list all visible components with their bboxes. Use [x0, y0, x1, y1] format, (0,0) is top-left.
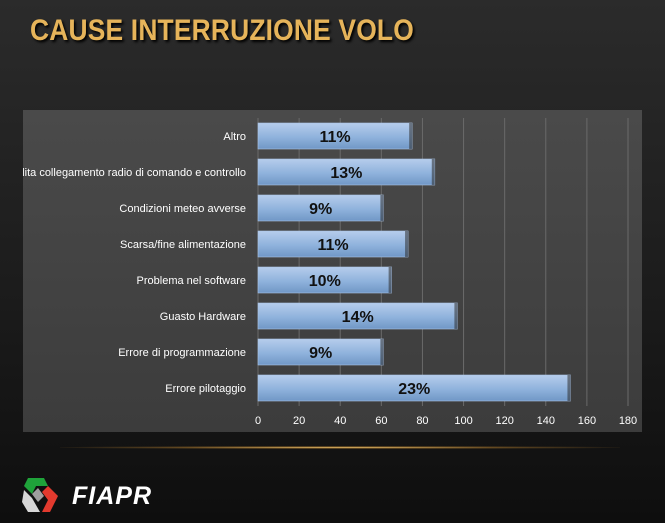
bar	[257, 302, 458, 330]
bar-edge	[388, 267, 392, 293]
bar-edge	[567, 375, 571, 401]
chart-panel: Altro 11% Perdita collegamento radio di co…	[23, 110, 642, 432]
decorative-glow-line	[60, 446, 620, 449]
category-label: Altro	[223, 131, 246, 143]
slide-title: CAUSE INTERRUZIONE VOLO	[30, 14, 414, 47]
bar-edge	[380, 339, 384, 365]
x-axis-ticks: 0 20 40 60 80 100 120 140 160 180	[255, 415, 637, 427]
category-label: Perdita collegamento radio di comando e …	[23, 167, 246, 179]
data-label: 23%	[398, 381, 430, 398]
x-tick-label: 0	[255, 415, 261, 427]
fiapr-logo	[22, 478, 58, 512]
bar-chart: Altro 11% Perdita collegamento radio di co…	[23, 118, 637, 427]
fiapr-emblem-icon	[22, 478, 58, 512]
data-label: 9%	[309, 201, 332, 218]
bar-edge	[454, 303, 458, 329]
logo-text: FIAPR	[72, 482, 152, 510]
category-label: Errore pilotaggio	[165, 383, 246, 395]
x-tick-label: 80	[416, 415, 428, 427]
x-tick-label: 40	[334, 415, 346, 427]
bar-edge	[431, 159, 435, 185]
bar-edge	[405, 231, 409, 257]
category-label: Scarsa/fine alimentazione	[120, 239, 246, 251]
bar	[257, 230, 409, 258]
bar-edge	[409, 123, 413, 149]
category-label: Guasto Hardware	[160, 311, 246, 323]
bar	[257, 338, 384, 366]
bar	[257, 374, 571, 402]
data-label: 11%	[317, 237, 348, 254]
x-tick-label: 140	[537, 415, 555, 427]
data-label: 14%	[342, 309, 374, 326]
data-label: 10%	[309, 273, 341, 290]
x-tick-label: 60	[375, 415, 387, 427]
bar	[257, 122, 413, 150]
data-label: 13%	[330, 165, 362, 182]
x-tick-label: 20	[293, 415, 305, 427]
bars	[257, 122, 571, 402]
x-tick-label: 120	[495, 415, 513, 427]
data-label: 9%	[309, 345, 332, 362]
bar	[257, 158, 436, 186]
bar-edge	[380, 195, 384, 221]
x-tick-label: 100	[454, 415, 472, 427]
category-labels: Altro 11% Perdita collegamento radio di co…	[23, 129, 430, 398]
bar	[257, 194, 384, 222]
x-tick-label: 180	[619, 415, 637, 427]
x-tick-label: 160	[578, 415, 596, 427]
category-label: Errore di programmazione	[118, 347, 246, 359]
bar	[257, 266, 392, 294]
category-label: Problema nel software	[137, 275, 246, 287]
category-label: Condizioni meteo avverse	[119, 203, 246, 215]
data-label: 11%	[320, 129, 351, 146]
